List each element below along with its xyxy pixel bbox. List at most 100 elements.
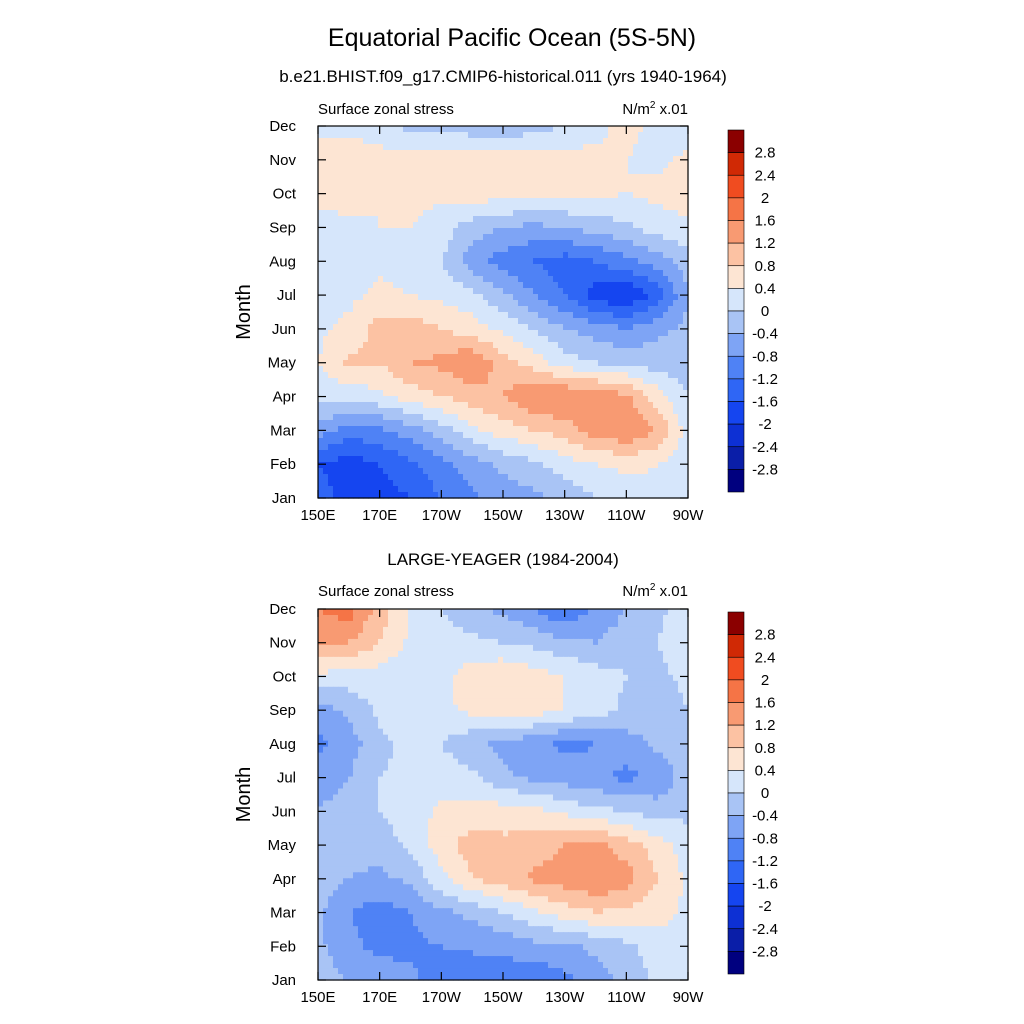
heatmap-cell	[393, 246, 399, 253]
heatmap-cell	[518, 336, 524, 343]
heatmap-cell	[588, 144, 594, 151]
heatmap-cell	[628, 324, 634, 331]
heatmap-cell	[588, 282, 594, 289]
heatmap-cell	[658, 144, 664, 151]
heatmap-cell	[498, 462, 504, 469]
heatmap-cell	[673, 210, 679, 217]
x-tick-label: 170W	[422, 507, 462, 524]
heatmap-cell	[348, 609, 354, 616]
heatmap-cell	[583, 264, 589, 271]
heatmap-cell	[678, 264, 684, 271]
heatmap-cell	[463, 468, 469, 475]
heatmap-cell	[643, 180, 649, 187]
heatmap-cell	[658, 486, 664, 493]
heatmap-cell	[668, 306, 674, 313]
heatmap-cell	[493, 468, 499, 475]
heatmap-cell	[583, 288, 589, 295]
heatmap-cell	[438, 342, 444, 349]
heatmap-cell	[628, 252, 634, 259]
heatmap-cell	[348, 348, 354, 355]
heatmap-cell	[668, 132, 674, 139]
heatmap-cell	[553, 186, 559, 193]
heatmap-cell	[358, 168, 364, 175]
heatmap-cell	[563, 354, 569, 361]
heatmap-cell	[633, 210, 639, 217]
heatmap-cell	[443, 150, 449, 157]
heatmap-cell	[403, 300, 409, 307]
heatmap-cell	[483, 414, 489, 421]
heatmap-cell	[413, 324, 419, 331]
heatmap-cell	[583, 462, 589, 469]
heatmap-cell	[563, 294, 569, 301]
heatmap-cell	[363, 330, 369, 337]
heatmap-cell	[378, 168, 384, 175]
heatmap-cell	[668, 270, 674, 277]
heatmap-cell	[318, 620, 324, 628]
heatmap-cell	[328, 240, 334, 247]
heatmap-cell	[588, 288, 594, 295]
heatmap-cell	[368, 264, 374, 271]
heatmap-cell	[648, 348, 654, 355]
heatmap-cell	[363, 486, 369, 493]
heatmap-cell	[528, 450, 534, 457]
heatmap-cell	[423, 438, 429, 445]
heatmap-cell	[658, 186, 664, 193]
heatmap-cell	[628, 246, 634, 253]
heatmap-cell	[463, 360, 469, 367]
heatmap-cell	[663, 228, 669, 235]
heatmap-cell	[568, 174, 574, 181]
heatmap-cell	[503, 384, 509, 391]
heatmap-cell	[478, 306, 484, 313]
heatmap-cell	[403, 204, 409, 211]
heatmap-cell	[488, 354, 494, 361]
heatmap-cell	[503, 450, 509, 457]
heatmap-cell	[588, 438, 594, 445]
heatmap-cell	[438, 324, 444, 331]
heatmap-cell	[538, 312, 544, 319]
heatmap-cell	[553, 204, 559, 211]
heatmap-cell	[663, 270, 669, 277]
heatmap-cell	[603, 426, 609, 433]
heatmap-cell	[398, 348, 404, 355]
heatmap-cell	[628, 180, 634, 187]
heatmap-cell	[508, 396, 514, 403]
heatmap-cell	[388, 150, 394, 157]
heatmap-cell	[598, 216, 604, 223]
heatmap-cell	[418, 414, 424, 421]
heatmap-cell	[513, 486, 519, 493]
heatmap-cell	[623, 144, 629, 151]
heatmap-cell	[598, 438, 604, 445]
heatmap-cell	[383, 360, 389, 367]
heatmap-cell	[658, 378, 664, 385]
heatmap-cell	[458, 156, 464, 163]
heatmap-cell	[433, 192, 439, 199]
heatmap-cell	[648, 282, 654, 289]
heatmap-cell	[453, 402, 459, 409]
heatmap-cell	[418, 156, 424, 163]
heatmap-cell	[533, 438, 539, 445]
heatmap-cell	[503, 258, 509, 265]
heatmap-cell	[528, 132, 534, 139]
heatmap-cell	[333, 444, 339, 451]
heatmap-cell	[498, 150, 504, 157]
heatmap-cell	[493, 216, 499, 223]
heatmap-cell	[513, 222, 519, 229]
heatmap-cell	[413, 210, 419, 217]
heatmap-cell	[663, 300, 669, 307]
heatmap-cell	[463, 354, 469, 361]
heatmap-cell	[548, 174, 554, 181]
heatmap-cell	[413, 450, 419, 457]
heatmap-cell	[658, 312, 664, 319]
heatmap-cell	[353, 420, 359, 427]
heatmap-cell	[368, 258, 374, 265]
heatmap-cell	[603, 324, 609, 331]
heatmap-cell	[563, 306, 569, 313]
heatmap-cell	[638, 336, 644, 343]
heatmap-cell	[593, 318, 599, 325]
heatmap-cell	[563, 150, 569, 157]
heatmap-cell	[558, 366, 564, 373]
heatmap-cell	[553, 468, 559, 475]
heatmap-cell	[433, 288, 439, 295]
heatmap-cell	[353, 492, 359, 499]
heatmap-cell	[503, 468, 509, 475]
